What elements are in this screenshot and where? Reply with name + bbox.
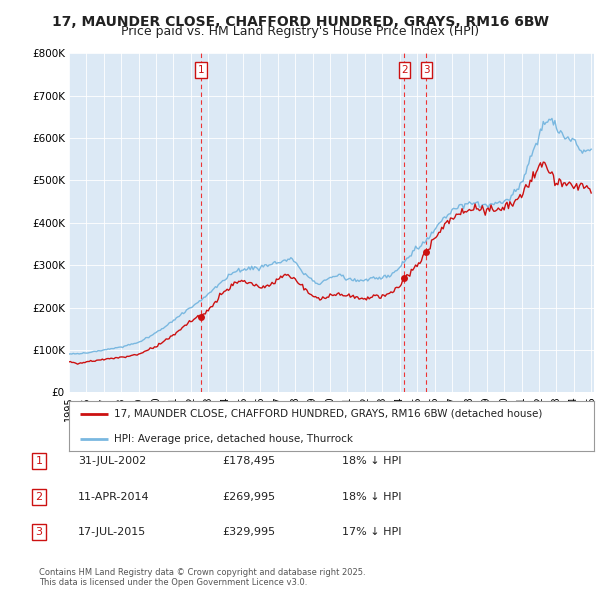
Text: Contains HM Land Registry data © Crown copyright and database right 2025.
This d: Contains HM Land Registry data © Crown c… (39, 568, 365, 587)
Text: £269,995: £269,995 (222, 492, 275, 502)
Text: HPI: Average price, detached house, Thurrock: HPI: Average price, detached house, Thur… (113, 434, 353, 444)
Text: 2: 2 (401, 65, 408, 75)
Text: 18% ↓ HPI: 18% ↓ HPI (342, 457, 401, 466)
Text: 17% ↓ HPI: 17% ↓ HPI (342, 527, 401, 537)
Text: 11-APR-2014: 11-APR-2014 (78, 492, 149, 502)
Text: 17-JUL-2015: 17-JUL-2015 (78, 527, 146, 537)
Text: £329,995: £329,995 (222, 527, 275, 537)
Text: 17, MAUNDER CLOSE, CHAFFORD HUNDRED, GRAYS, RM16 6BW: 17, MAUNDER CLOSE, CHAFFORD HUNDRED, GRA… (52, 15, 548, 29)
Text: Price paid vs. HM Land Registry's House Price Index (HPI): Price paid vs. HM Land Registry's House … (121, 25, 479, 38)
Text: 17, MAUNDER CLOSE, CHAFFORD HUNDRED, GRAYS, RM16 6BW (detached house): 17, MAUNDER CLOSE, CHAFFORD HUNDRED, GRA… (113, 409, 542, 419)
Text: 1: 1 (35, 457, 43, 466)
Text: 3: 3 (423, 65, 430, 75)
Text: 31-JUL-2002: 31-JUL-2002 (78, 457, 146, 466)
Text: £178,495: £178,495 (222, 457, 275, 466)
Text: 2: 2 (35, 492, 43, 502)
Text: 1: 1 (197, 65, 204, 75)
Text: 18% ↓ HPI: 18% ↓ HPI (342, 492, 401, 502)
Text: 3: 3 (35, 527, 43, 537)
